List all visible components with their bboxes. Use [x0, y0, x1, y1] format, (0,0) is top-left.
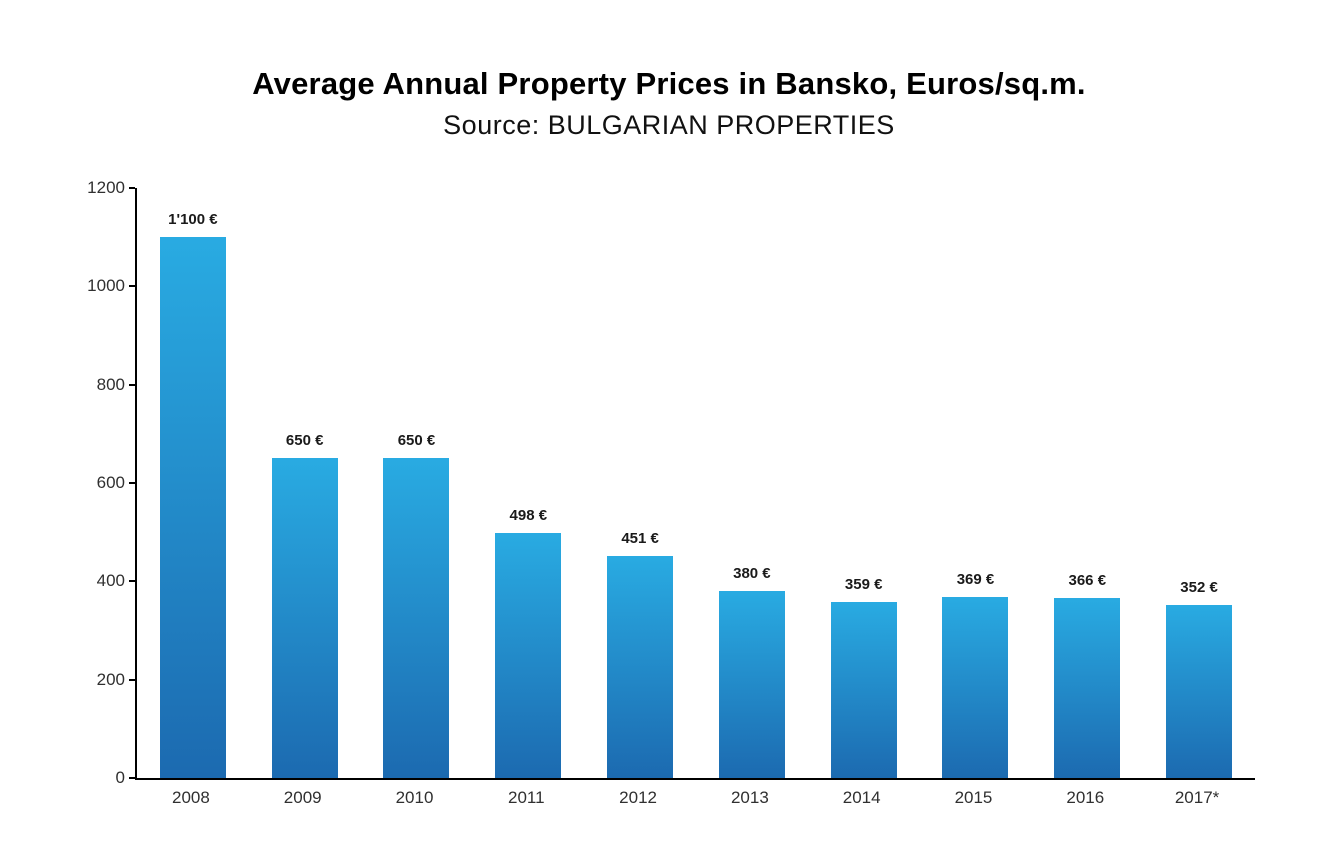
- x-axis-category-label: 2011: [508, 788, 545, 807]
- bar: [495, 533, 562, 778]
- bar-column: 1'100 €: [137, 188, 249, 778]
- bar-column: 650 €: [361, 188, 473, 778]
- y-axis-tick-label: 200: [96, 669, 125, 689]
- bar-column: 498 €: [472, 188, 584, 778]
- bar-column: 369 €: [920, 188, 1032, 778]
- bar-column: 352 €: [1143, 188, 1255, 778]
- y-axis-tick: [129, 678, 135, 681]
- bar: [159, 237, 226, 778]
- bar-column: 359 €: [808, 188, 920, 778]
- bar-column: 366 €: [1031, 188, 1143, 778]
- bar: [271, 458, 338, 778]
- bar: [718, 591, 785, 778]
- bar: [830, 601, 897, 778]
- y-axis-tick: [129, 482, 135, 484]
- bar-value-label: 352 €: [1180, 578, 1218, 596]
- bar: [1166, 604, 1233, 778]
- x-axis-category-label: 2014: [842, 788, 881, 807]
- bar: [383, 458, 450, 778]
- chart-subtitle: Source: BULGARIAN PROPERTIES: [443, 110, 895, 140]
- x-axis-category-label: 2013: [730, 788, 769, 807]
- y-axis-tick: [129, 285, 135, 288]
- y-axis-tick: [129, 777, 135, 779]
- y-axis-tick-label: 400: [96, 571, 125, 591]
- x-axis-category-label: 2017*: [1174, 788, 1220, 807]
- y-axis-tick: [129, 187, 135, 189]
- bar: [942, 596, 1009, 778]
- bar-value-label: 1'100 €: [168, 211, 218, 229]
- bar-value-label: 380 €: [733, 565, 771, 583]
- y-axis-tick: [129, 383, 135, 386]
- y-axis-tick-label: 1200: [87, 178, 125, 197]
- x-axis: 2008 2009 2010 2011 2012 2013 2014 2015 2016 2017…: [135, 788, 1253, 808]
- bar-value-label: 451 €: [621, 530, 659, 548]
- x-axis-category-label: 2012: [619, 788, 657, 807]
- bar: [1054, 598, 1121, 778]
- bar-series: 1'100 € 650 € 650 € 498 € 451 € 380 € 359 € 369…: [137, 188, 1255, 778]
- bar-value-label: 369 €: [956, 570, 995, 588]
- y-axis-tick-label: 0: [115, 768, 125, 787]
- x-axis-category-label: 2015: [954, 788, 993, 807]
- bar-value-label: 366 €: [1068, 572, 1107, 590]
- bar-value-label: 498 €: [509, 507, 548, 525]
- bar-column: 451 €: [584, 188, 696, 778]
- y-axis-tick-label: 1000: [87, 276, 125, 296]
- bar-column: 650 €: [249, 188, 361, 778]
- chart-title: Average Annual Property Prices in Bansko…: [252, 66, 1086, 101]
- bar-value-label: 650 €: [285, 432, 324, 450]
- bar-value-label: 359 €: [844, 575, 883, 593]
- x-axis-category-label: 2016: [1066, 788, 1105, 807]
- x-axis-category-label: 2010: [395, 788, 434, 807]
- x-axis-category-label: 2008: [171, 788, 210, 807]
- x-axis-category-label: 2009: [283, 788, 322, 807]
- bar-column: 380 €: [696, 188, 808, 778]
- y-axis-tick-label: 800: [96, 374, 125, 394]
- y-axis-tick-label: 600: [96, 473, 125, 492]
- y-axis-tick: [129, 580, 135, 583]
- bar-value-label: 650 €: [397, 432, 436, 450]
- plot-area: 0 200 400 600 800 1000 1200 1'100 € 650 € 650 € 4…: [87, 178, 1255, 787]
- bar: [607, 556, 674, 778]
